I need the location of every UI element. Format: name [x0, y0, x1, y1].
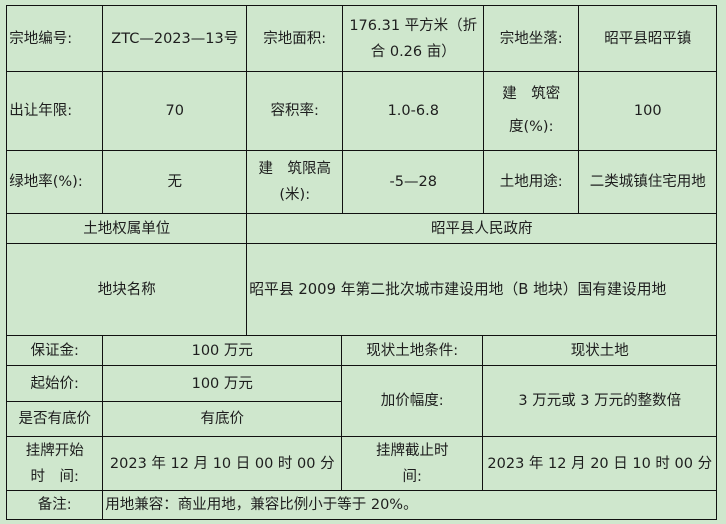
end-time: 2023 年 12 月 20 日 10 时 00 分 — [482, 436, 718, 492]
far: 1.0-6.8 — [342, 71, 485, 152]
location-label: 宗地坐落: — [483, 5, 580, 73]
deposit-label: 保证金: — [6, 335, 104, 367]
owner-label: 土地权属单位 — [6, 213, 248, 245]
density-label: 建 筑密度(%): — [483, 71, 580, 152]
area: 176.31 平方米（折合 0.26 亩） — [342, 5, 485, 73]
remark-label: 备注: — [6, 490, 104, 521]
reserve-label: 是否有底价 — [6, 401, 104, 438]
height-label: 建 筑限高(米): — [246, 150, 344, 215]
start-time: 2023 年 12 月 10 日 00 时 00 分 — [102, 436, 343, 492]
increment-label: 加价幅度: — [341, 365, 484, 438]
green-label: 绿地率(%): — [6, 150, 104, 215]
start-time-label: 挂牌开始时 间: — [6, 436, 104, 492]
height: -5—28 — [342, 150, 485, 215]
increment: 3 万元或 3 万元的整数倍 — [482, 365, 718, 438]
parcel-name: 昭平县 2009 年第二批次城市建设用地（B 地块）国有建设用地 — [246, 243, 718, 337]
start-price: 100 万元 — [102, 365, 343, 403]
location: 昭平县昭平镇 — [578, 5, 718, 73]
name-label: 地块名称 — [6, 243, 248, 337]
condition-label: 现状土地条件: — [341, 335, 484, 367]
end-time-label: 挂牌截止时 间: — [341, 436, 484, 492]
condition: 现状土地 — [482, 335, 718, 367]
parcel-no-label: 宗地编号: — [6, 5, 104, 73]
parcel-no: ZTC—2023—13号 — [102, 5, 248, 73]
use: 二类城镇住宅用地 — [578, 150, 718, 215]
deposit: 100 万元 — [102, 335, 343, 367]
reserve: 有底价 — [102, 401, 343, 438]
term: 70 — [102, 71, 248, 152]
area-label: 宗地面积: — [246, 5, 344, 73]
green: 无 — [102, 150, 248, 215]
start-price-label: 起始价: — [6, 365, 104, 403]
use-label: 土地用途: — [483, 150, 580, 215]
term-label: 出让年限: — [6, 71, 104, 152]
far-label: 容积率: — [246, 71, 344, 152]
remark: 用地兼容：商业用地，兼容比例小于等于 20%。 — [102, 490, 718, 521]
density: 100 — [578, 71, 718, 152]
owner: 昭平县人民政府 — [246, 213, 718, 245]
